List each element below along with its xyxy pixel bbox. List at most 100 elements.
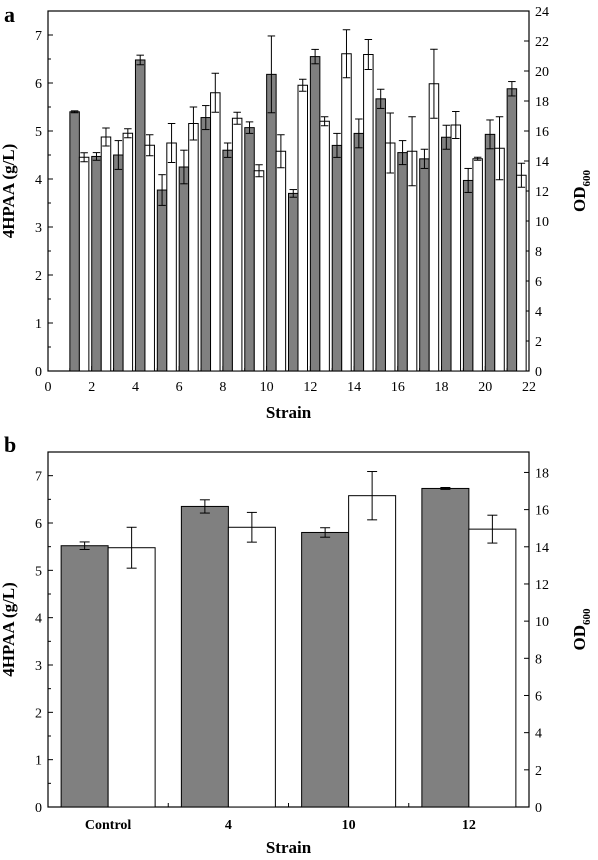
bar-4hpaa [462, 179, 474, 372]
x-tick-label: 16 [391, 380, 405, 395]
y-right-tick-label: 0 [535, 365, 542, 380]
x-tick-label: 4 [225, 818, 232, 833]
error-bar-4hpaa [79, 541, 90, 551]
bar-od600 [227, 526, 276, 808]
error-bar-4hpaa [223, 142, 232, 158]
y-right-tick-label: 18 [535, 95, 549, 110]
error-bar-od600 [102, 127, 110, 147]
bar-od600 [188, 123, 199, 372]
y-left-tick-label: 3 [35, 221, 42, 236]
y-right-axis-title-sub: 600 [581, 608, 593, 625]
y-right-tick-label: 8 [535, 245, 542, 260]
error-bar-od600 [430, 48, 438, 119]
y-right-tick-label: 16 [535, 504, 549, 519]
y-right-axis-title: OD600 [570, 170, 593, 213]
bar-od600 [78, 156, 90, 372]
error-bar-od600 [452, 111, 460, 139]
error-bar-4hpaa [355, 118, 363, 149]
y-right-tick-label: 0 [535, 801, 542, 816]
y-left-tick-label: 1 [35, 754, 42, 769]
x-tick-label: 10 [342, 818, 356, 833]
bar-4hpaa [421, 487, 470, 808]
error-bar-od600 [408, 116, 416, 187]
x-tick-label: 12 [303, 380, 317, 395]
error-bar-4hpaa [180, 149, 188, 185]
error-bar-od600 [517, 162, 526, 188]
x-tick-label: 22 [522, 380, 536, 395]
error-bar-4hpaa [320, 527, 331, 538]
error-bar-od600 [167, 123, 176, 163]
y-right-tick-label: 12 [535, 185, 549, 200]
bar-od600 [297, 84, 308, 372]
bar-od600 [450, 124, 462, 372]
bar-4hpaa [397, 152, 408, 372]
bar-4hpaa [134, 59, 146, 372]
error-bar-4hpaa [199, 499, 210, 514]
error-bar-4hpaa [70, 110, 79, 114]
error-bar-4hpaa [398, 140, 407, 166]
error-bar-od600 [255, 164, 263, 178]
bar-od600 [363, 54, 374, 372]
error-bar-od600 [211, 72, 220, 113]
error-bar-od600 [473, 156, 482, 161]
y-right-tick-label: 4 [535, 305, 542, 320]
error-bar-4hpaa [311, 48, 319, 65]
error-bar-4hpaa [114, 140, 123, 170]
y-right-tick-label: 24 [535, 5, 549, 20]
x-tick-label: 8 [219, 380, 226, 395]
error-bar-od600 [246, 511, 257, 543]
y-left-axis-title: 4HPAA (g/L) [0, 144, 18, 239]
y-left-tick-label: 2 [35, 269, 42, 284]
error-bar-4hpaa [376, 88, 385, 109]
error-bar-4hpaa [136, 54, 144, 66]
bar-4hpaa [506, 88, 518, 372]
y-right-axis-title: OD600 [570, 608, 593, 651]
panel-label-b: b [4, 432, 17, 457]
bar-4hpaa [419, 158, 430, 372]
error-bar-od600 [145, 134, 154, 157]
y-left-tick-label: 3 [35, 659, 42, 674]
error-bar-4hpaa [420, 148, 429, 169]
y-left-tick-label: 2 [35, 706, 42, 721]
error-bar-4hpaa [158, 174, 166, 206]
y-left-tick-label: 6 [35, 517, 42, 532]
bar-4hpaa [113, 154, 124, 372]
error-bar-od600 [126, 526, 137, 569]
bar-4hpaa [60, 545, 109, 808]
error-bar-od600 [233, 111, 241, 125]
y-left-tick-label: 0 [35, 365, 42, 380]
y-right-tick-label: 14 [535, 155, 549, 170]
y-left-tick-label: 4 [35, 612, 42, 627]
error-bar-4hpaa [464, 167, 472, 193]
bar-od600 [144, 144, 155, 372]
x-tick-label: 20 [478, 380, 492, 395]
bar-4hpaa [178, 166, 190, 372]
x-tick-label: 2 [88, 380, 95, 395]
y-left-tick-label: 4 [35, 173, 42, 188]
x-axis-title: Strain [266, 403, 312, 422]
bar-4hpaa [484, 133, 496, 372]
bar-od600 [472, 158, 483, 372]
bar-4hpaa [441, 136, 452, 372]
y-right-tick-label: 18 [535, 466, 549, 481]
bar-od600 [494, 147, 505, 372]
bar-od600 [468, 528, 517, 808]
bar-od600 [100, 136, 112, 372]
error-bar-4hpaa [440, 487, 451, 490]
error-bar-4hpaa [92, 152, 101, 161]
bar-4hpaa [288, 192, 299, 372]
bar-od600 [231, 117, 243, 372]
bar-od600 [319, 120, 330, 372]
bar-4hpaa [222, 149, 233, 372]
y-left-axis-title: 4HPAA (g/L) [0, 582, 18, 677]
error-bar-od600 [386, 112, 394, 174]
bar-od600 [348, 495, 397, 808]
bar-od600 [210, 92, 221, 372]
bar-od600 [253, 170, 265, 372]
bar-4hpaa [331, 144, 343, 372]
x-tick-label: Control [85, 818, 132, 833]
error-bar-od600 [189, 106, 198, 141]
y-left-tick-label: 5 [35, 564, 42, 579]
